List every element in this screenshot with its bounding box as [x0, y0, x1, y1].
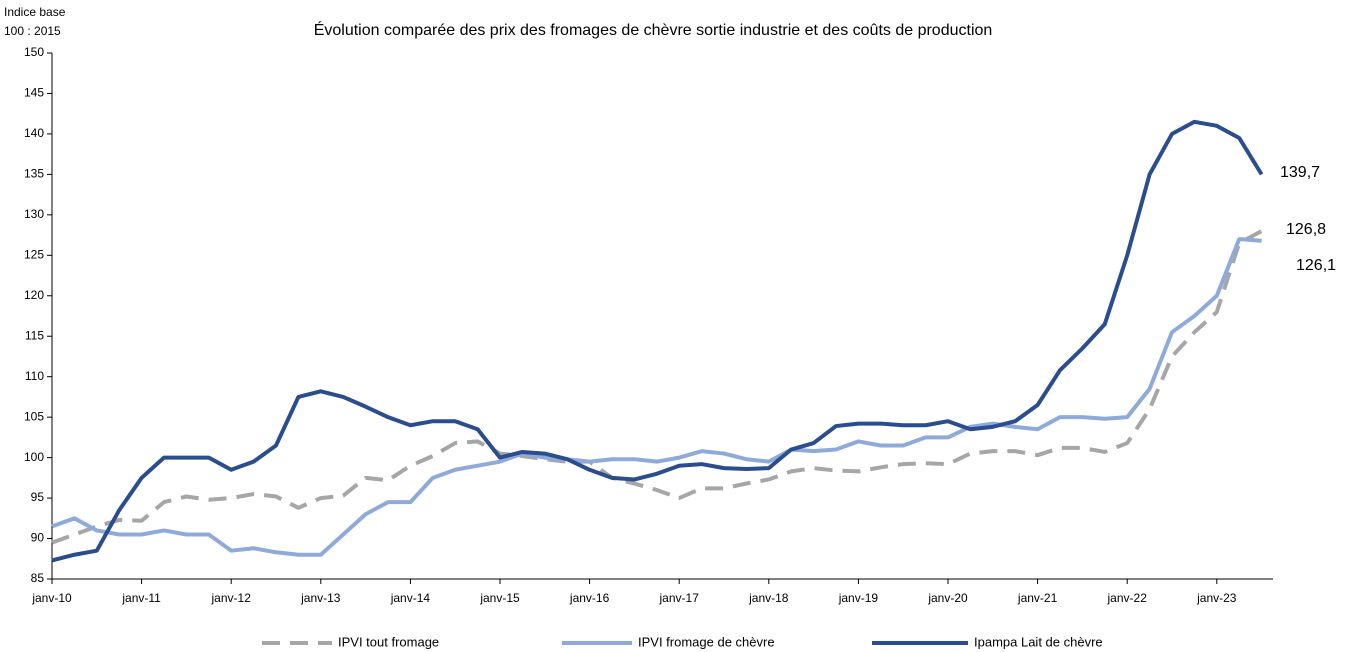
y-axis-label: Indice base: [4, 5, 66, 19]
x-tick-label: janv-12: [211, 591, 252, 605]
y-axis-label: 100 : 2015: [4, 24, 61, 38]
line-series: [51, 119, 1264, 563]
y-tick-label: 120: [24, 288, 44, 302]
x-tick-label: janv-20: [927, 591, 968, 605]
y-tick-label: 100: [24, 450, 44, 464]
legend-label: IPVI tout fromage: [338, 634, 439, 649]
x-tick-label: janv-18: [748, 591, 789, 605]
line-series: [51, 237, 1262, 557]
y-tick-label: 125: [24, 247, 44, 261]
x-tick-label: janv-22: [1107, 591, 1148, 605]
x-tick-label: janv-19: [838, 591, 879, 605]
y-tick-label: 105: [24, 409, 44, 423]
y-tick-label: 135: [24, 167, 44, 181]
x-tick-label: janv-15: [479, 591, 520, 605]
y-tick-label: 150: [24, 45, 44, 59]
line-series: [51, 229, 1263, 545]
y-tick-label: 115: [25, 328, 44, 342]
y-tick-label: 110: [25, 369, 44, 383]
y-tick-label: 130: [24, 207, 44, 221]
x-tick-label: janv-17: [659, 591, 700, 605]
x-tick-label: janv-13: [300, 591, 341, 605]
legend-label: IPVI fromage de chèvre: [638, 634, 775, 649]
y-tick-label: 140: [24, 126, 44, 140]
chart-title: Évolution comparée des prix des fromages…: [314, 20, 993, 39]
x-tick-label: janv-16: [569, 591, 610, 605]
x-tick-label: janv-21: [1017, 591, 1058, 605]
x-tick-label: janv-11: [121, 591, 161, 605]
y-tick-label: 95: [31, 490, 45, 504]
legend-label: Ipampa Lait de chèvre: [974, 634, 1103, 649]
y-tick-label: 145: [24, 86, 44, 100]
y-tick-label: 85: [31, 571, 45, 585]
x-tick-label: janv-14: [390, 591, 431, 605]
x-tick-label: janv-23: [1196, 591, 1237, 605]
annotation: 139,7: [1280, 164, 1320, 181]
x-tick-label: janv-10: [31, 591, 72, 605]
y-tick-label: 90: [31, 531, 45, 545]
annotation: 126,8: [1286, 221, 1326, 238]
annotation: 126,1: [1296, 257, 1336, 274]
